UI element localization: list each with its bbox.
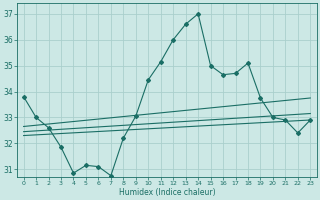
X-axis label: Humidex (Indice chaleur): Humidex (Indice chaleur) xyxy=(119,188,215,197)
